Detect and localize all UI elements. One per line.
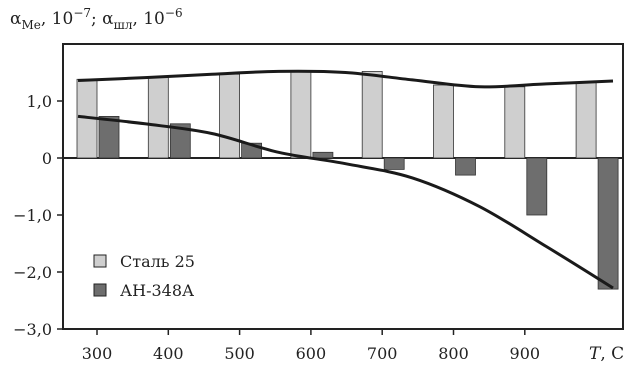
y-axis-title-sub2: шл	[114, 18, 133, 32]
bar-stal25-4	[361, 71, 383, 159]
trend-line-an348a	[77, 114, 614, 290]
x-tick-label-2: 500	[224, 344, 255, 363]
bar-stal25-3	[290, 71, 312, 159]
bar-an348a-3	[312, 151, 334, 159]
legend-swatch-an348a	[93, 283, 107, 297]
legend: Сталь 25 АН-348А	[93, 252, 195, 300]
y-axis-title: αMe, 10−7; αшл, 10−6	[10, 6, 183, 32]
bar-stal25-6	[504, 86, 526, 159]
bar-stal25-5	[433, 84, 454, 159]
bar-an348a-0	[98, 116, 120, 159]
y-axis-title-exp1: −7	[73, 6, 91, 20]
y-tick-label-2: −1,0	[13, 206, 52, 225]
y-tick-label-3: −2,0	[13, 263, 52, 282]
bar-stal25-7	[575, 81, 597, 159]
y-tick-label-0: 1,0	[27, 92, 52, 111]
bar-stal25-1	[147, 76, 169, 159]
y-axis-title-mid2: , 10	[132, 9, 164, 29]
x-tick-label-4: 700	[367, 344, 398, 363]
y-tick-label-4: −3,0	[13, 320, 52, 339]
trend-line-stal25	[77, 69, 614, 89]
bar-an348a-4	[383, 157, 405, 170]
y-axis-title-sym1: α	[10, 9, 22, 29]
legend-swatch-stal25	[93, 254, 107, 268]
y-axis-title-mid: , 10	[41, 9, 73, 29]
y-axis-title-sub1: Me	[21, 18, 40, 32]
legend-label-an348a: АН-348А	[120, 281, 194, 300]
bar-an348a-1	[169, 123, 191, 159]
x-tick-label-6: 900	[510, 344, 541, 363]
x-axis-title-symbol: T	[589, 344, 602, 364]
x-axis-title-unit: , C	[600, 344, 624, 364]
x-tick-label-3: 600	[296, 344, 327, 363]
x-tick-label-5: 800	[438, 344, 469, 363]
x-axis-title: T, C	[589, 344, 624, 364]
bar-an348a-6	[526, 157, 548, 216]
plot-frame	[62, 43, 624, 330]
legend-label-stal25: Сталь 25	[120, 252, 195, 271]
bar-an348a-7	[597, 157, 619, 290]
y-axis-title-sym2: α	[102, 9, 114, 29]
y-axis-title-sep: ;	[91, 9, 102, 29]
y-axis-title-exp2: −6	[165, 6, 183, 20]
bar-an348a-5	[455, 157, 476, 176]
x-tick-label-1: 400	[153, 344, 184, 363]
y-tick-label-1: 0	[42, 149, 52, 168]
x-tick-label-0: 300	[82, 344, 113, 363]
bar-stal25-2	[219, 73, 241, 159]
